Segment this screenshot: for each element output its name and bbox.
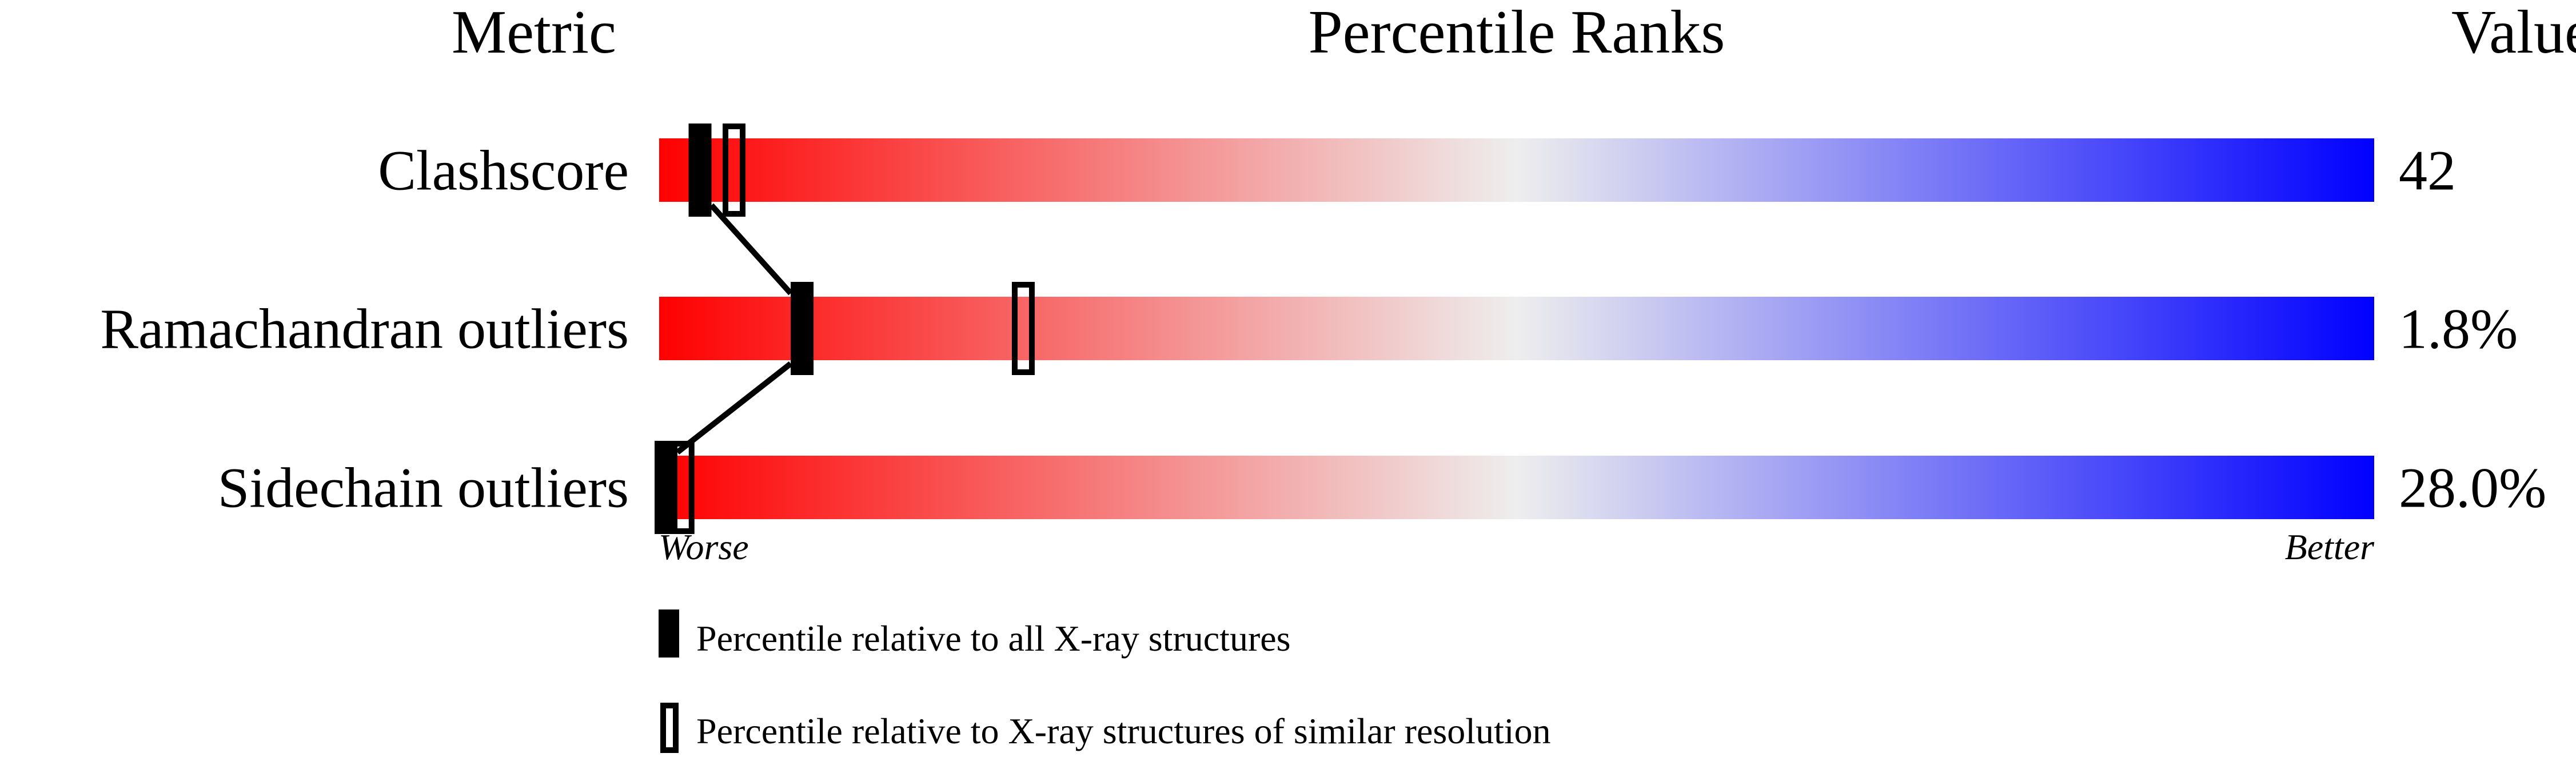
better-label: Better — [2285, 527, 2375, 567]
metric-label: Clashscore — [378, 139, 629, 202]
percentile-bar — [659, 456, 2374, 519]
header-value: Value — [2451, 0, 2576, 66]
connector-line — [709, 203, 793, 296]
percentile-bar — [659, 297, 2374, 360]
metric-value: 1.8% — [2399, 297, 2518, 361]
connector-line — [675, 361, 793, 455]
metric-label: Ramachandran outliers — [100, 297, 629, 361]
header-percentile: Percentile Ranks — [1309, 0, 1725, 66]
marker-similar-resolution — [723, 123, 746, 217]
marker-all-structures — [791, 282, 814, 375]
header-metric: Metric — [452, 0, 616, 66]
marker-all-structures — [655, 441, 677, 534]
marker-all-structures — [688, 123, 712, 217]
worse-label: Worse — [659, 527, 749, 567]
metric-label: Sidechain outliers — [218, 456, 629, 520]
marker-similar-resolution — [1011, 282, 1035, 375]
metric-value: 42 — [2399, 139, 2456, 202]
legend-label-all: Percentile relative to all X-ray structu… — [696, 618, 1291, 659]
metric-value: 28.0% — [2399, 456, 2546, 520]
percentile-bar — [659, 138, 2374, 202]
legend-open-marker — [660, 703, 679, 753]
legend-filled-marker — [659, 609, 679, 658]
legend-label-similar: Percentile relative to X-ray structures … — [696, 711, 1551, 751]
